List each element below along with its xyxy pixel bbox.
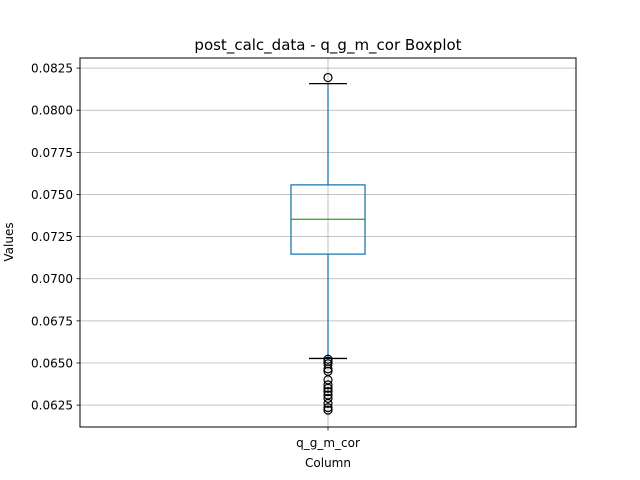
x-axis-label: Column xyxy=(305,456,351,470)
y-tick-label: 0.0800 xyxy=(31,104,73,118)
y-tick-label: 0.0625 xyxy=(31,399,73,413)
x-tick-label: q_g_m_cor xyxy=(296,436,360,450)
y-axis-label: Values xyxy=(2,222,16,261)
y-tick-label: 0.0725 xyxy=(31,230,73,244)
y-tick-label: 0.0825 xyxy=(31,62,73,76)
y-tick-label: 0.0750 xyxy=(31,188,73,202)
outlier-point xyxy=(323,364,333,374)
y-tick-label: 0.0700 xyxy=(31,272,73,286)
y-tick-label: 0.0775 xyxy=(31,146,73,160)
plot-area xyxy=(290,72,366,415)
outlier-point xyxy=(323,380,333,390)
y-axis: 0.0625 0.0650 0.0675 0.0700 0.0725 0.0750 0.07… xyxy=(31,62,80,413)
outlier-point xyxy=(323,403,333,413)
outlier-point xyxy=(323,398,333,409)
outlier-point xyxy=(323,387,333,397)
outlier-point xyxy=(323,383,333,393)
y-tick-label: 0.0650 xyxy=(31,356,73,370)
outlier-point xyxy=(323,393,333,403)
y-tick-label: 0.0675 xyxy=(31,314,73,328)
outlier-point xyxy=(323,405,333,415)
x-axis: q_g_m_cor xyxy=(296,427,360,450)
chart-title: post_calc_data - q_g_m_cor Boxplot xyxy=(194,36,461,55)
outlier-point xyxy=(323,72,333,83)
